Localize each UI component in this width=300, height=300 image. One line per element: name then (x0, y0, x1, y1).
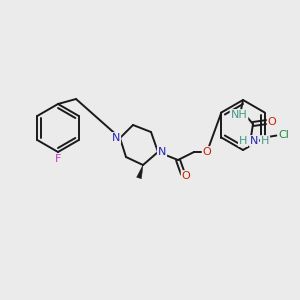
Text: H: H (239, 136, 247, 146)
Polygon shape (136, 165, 143, 179)
Text: F: F (55, 154, 61, 164)
Text: NH: NH (231, 110, 248, 120)
Text: O: O (182, 171, 190, 181)
Text: O: O (268, 117, 276, 127)
Text: O: O (202, 147, 211, 157)
Text: H: H (261, 136, 269, 146)
Text: N: N (112, 133, 120, 143)
Text: N: N (250, 136, 258, 146)
Text: Cl: Cl (278, 130, 289, 140)
Text: N: N (158, 147, 166, 157)
